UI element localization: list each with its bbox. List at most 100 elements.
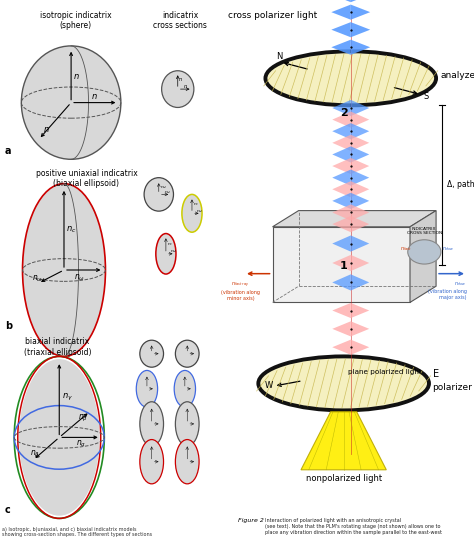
Polygon shape [351,321,369,336]
Ellipse shape [175,440,199,484]
Ellipse shape [174,370,195,407]
Polygon shape [410,211,436,302]
Ellipse shape [140,340,164,367]
Text: $n_c$: $n_c$ [193,202,200,208]
Polygon shape [351,170,369,186]
Polygon shape [332,111,351,128]
Polygon shape [332,303,351,318]
Text: $n_\omega$: $n_\omega$ [196,208,203,215]
Text: N: N [276,52,282,62]
Text: a) Isotropic, b)uniaxial, and c) biaxial indicatrix models
showing cross-section: a) Isotropic, b)uniaxial, and c) biaxial… [2,526,153,537]
Polygon shape [332,321,351,336]
Polygon shape [332,274,351,291]
Text: n: n [179,77,182,82]
Text: $n_{slow}$
(vibration along
major axis): $n_{slow}$ (vibration along major axis) [428,280,467,300]
Ellipse shape [156,233,176,274]
Text: a: a [5,146,11,156]
Text: $n_\omega$: $n_\omega$ [160,185,167,191]
Ellipse shape [258,356,429,410]
Text: W: W [265,381,273,390]
Polygon shape [332,216,351,232]
Text: cross polarizer light: cross polarizer light [228,11,317,20]
Circle shape [21,46,121,159]
Text: INDICATRIX
CROSS SECTION: INDICATRIX CROSS SECTION [407,227,442,235]
Polygon shape [331,0,351,2]
Polygon shape [332,100,351,116]
Circle shape [144,178,173,211]
Polygon shape [351,22,370,37]
Polygon shape [351,134,369,151]
Polygon shape [351,111,369,128]
Ellipse shape [265,51,436,105]
Polygon shape [331,4,351,19]
Text: polarizer: polarizer [432,383,473,392]
Text: indicatrix
cross sections: indicatrix cross sections [153,11,207,30]
Text: S: S [423,92,428,100]
Polygon shape [351,204,369,221]
Polygon shape [351,0,370,2]
Text: $n_c$: $n_c$ [167,242,173,248]
Text: 1: 1 [340,261,348,271]
Text: positive uniaxial indicatrix
(biaxial ellipsoid): positive uniaxial indicatrix (biaxial el… [36,168,137,188]
Polygon shape [332,134,351,151]
Polygon shape [351,158,369,174]
Ellipse shape [23,184,106,356]
Text: $n_\omega$: $n_\omega$ [164,190,171,196]
Text: nonpolarized light: nonpolarized light [306,474,382,483]
Polygon shape [332,158,351,174]
Ellipse shape [182,194,202,232]
Polygon shape [351,255,369,271]
Ellipse shape [140,402,164,446]
Text: $n_{fast}$: $n_{fast}$ [400,246,411,253]
Ellipse shape [175,402,199,446]
Polygon shape [351,181,369,197]
Ellipse shape [408,240,441,264]
Polygon shape [273,211,436,227]
Text: $n_{fast\ ray}$
(vibration along
minor axis): $n_{fast\ ray}$ (vibration along minor a… [221,280,260,301]
Text: n: n [74,72,79,81]
Polygon shape [273,227,410,302]
Polygon shape [351,146,369,163]
Polygon shape [351,216,369,232]
Ellipse shape [175,340,199,367]
Text: $n_\omega$: $n_\omega$ [170,249,177,255]
Text: E: E [432,369,438,379]
Text: 2: 2 [340,107,348,118]
Polygon shape [351,4,370,19]
Text: b: b [5,321,12,332]
Polygon shape [332,146,351,163]
Polygon shape [332,123,351,139]
Text: Interaction of polarized light with an anisotropic crystal
(see text). Note that: Interaction of polarized light with an a… [265,518,442,535]
Polygon shape [332,255,351,271]
Text: isotropic indicatrix
(sphere): isotropic indicatrix (sphere) [40,11,112,30]
Polygon shape [351,235,369,252]
Polygon shape [332,181,351,197]
Polygon shape [332,170,351,186]
Polygon shape [351,340,369,355]
Text: $n_\gamma$: $n_\gamma$ [62,392,73,403]
Polygon shape [331,39,351,55]
Text: n: n [44,125,49,134]
Text: Figure 2: Figure 2 [238,518,264,523]
Text: n: n [92,92,97,102]
Polygon shape [301,411,386,470]
Text: $n_c$: $n_c$ [66,224,77,234]
Polygon shape [351,123,369,139]
Polygon shape [332,193,351,209]
Polygon shape [351,303,369,318]
Polygon shape [331,22,351,37]
Text: n: n [184,84,187,89]
Polygon shape [351,100,369,116]
Text: biaxial indicatrix
(triaxial ellipsoid): biaxial indicatrix (triaxial ellipsoid) [24,338,91,357]
Text: $n_\omega$: $n_\omega$ [74,273,85,283]
Polygon shape [351,193,369,209]
Ellipse shape [19,359,100,516]
Ellipse shape [137,370,157,407]
Text: $n_\omega$: $n_\omega$ [32,273,43,284]
Polygon shape [351,274,369,291]
Text: plane polarized light: plane polarized light [348,369,422,375]
Text: Δ, path difference: Δ, path difference [447,180,474,190]
Text: c: c [5,505,10,515]
Text: $n_\alpha$: $n_\alpha$ [76,438,86,449]
Polygon shape [332,204,351,221]
